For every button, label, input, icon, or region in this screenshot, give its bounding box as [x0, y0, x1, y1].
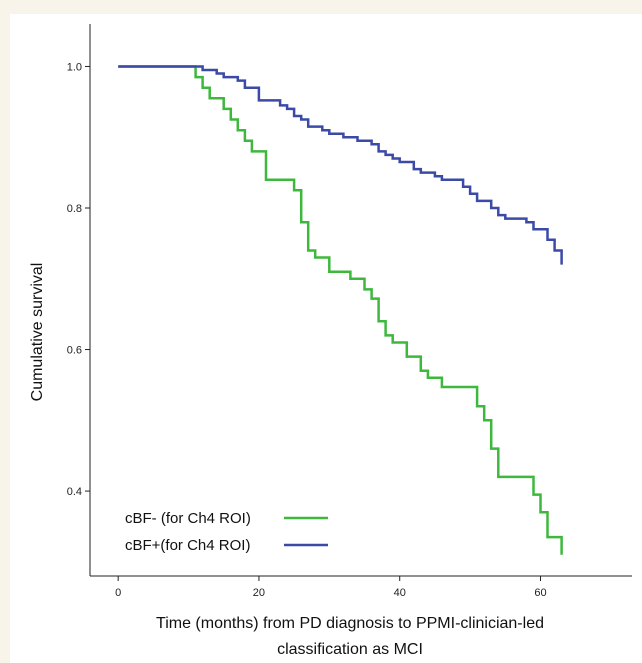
- y-axis-title: Cumulative survival: [29, 263, 46, 402]
- y-tick-label: 0.4: [67, 486, 82, 498]
- x-tick-label: 0: [115, 587, 121, 599]
- x-axis-ticks: 0 20 40 60: [115, 576, 547, 599]
- x-axis-title-line2: classification as MCI: [277, 641, 423, 658]
- x-tick-label: 40: [394, 587, 406, 599]
- plot-frame: [89, 24, 632, 577]
- series-line-cbf-minus: [118, 65, 563, 555]
- survival-chart: 0.4 0.6 0.8 1.0 0 20 40 60 Cumulative survival…: [29, 24, 632, 658]
- legend-label-cbf-plus: cBF+(for Ch4 ROI): [125, 537, 250, 554]
- y-axis-ticks: 0.4 0.6 0.8 1.0: [67, 61, 90, 498]
- legend-label-cbf-minus: cBF- (for Ch4 ROI): [125, 510, 251, 527]
- y-tick-label: 1.0: [67, 61, 82, 73]
- figure-panel: 0.4 0.6 0.8 1.0 0 20 40 60 Cumulative survival…: [10, 14, 642, 663]
- legend: cBF- (for Ch4 ROI) cBF+(for Ch4 ROI): [125, 510, 328, 554]
- x-tick-label: 60: [534, 587, 546, 599]
- x-tick-label: 20: [253, 587, 265, 599]
- series-line-cbf-plus: [118, 65, 563, 265]
- x-axis-title-line1: Time (months) from PD diagnosis to PPMI-…: [156, 615, 544, 632]
- y-tick-label: 0.8: [67, 203, 82, 215]
- y-tick-label: 0.6: [67, 345, 82, 357]
- series-layer: [118, 65, 563, 555]
